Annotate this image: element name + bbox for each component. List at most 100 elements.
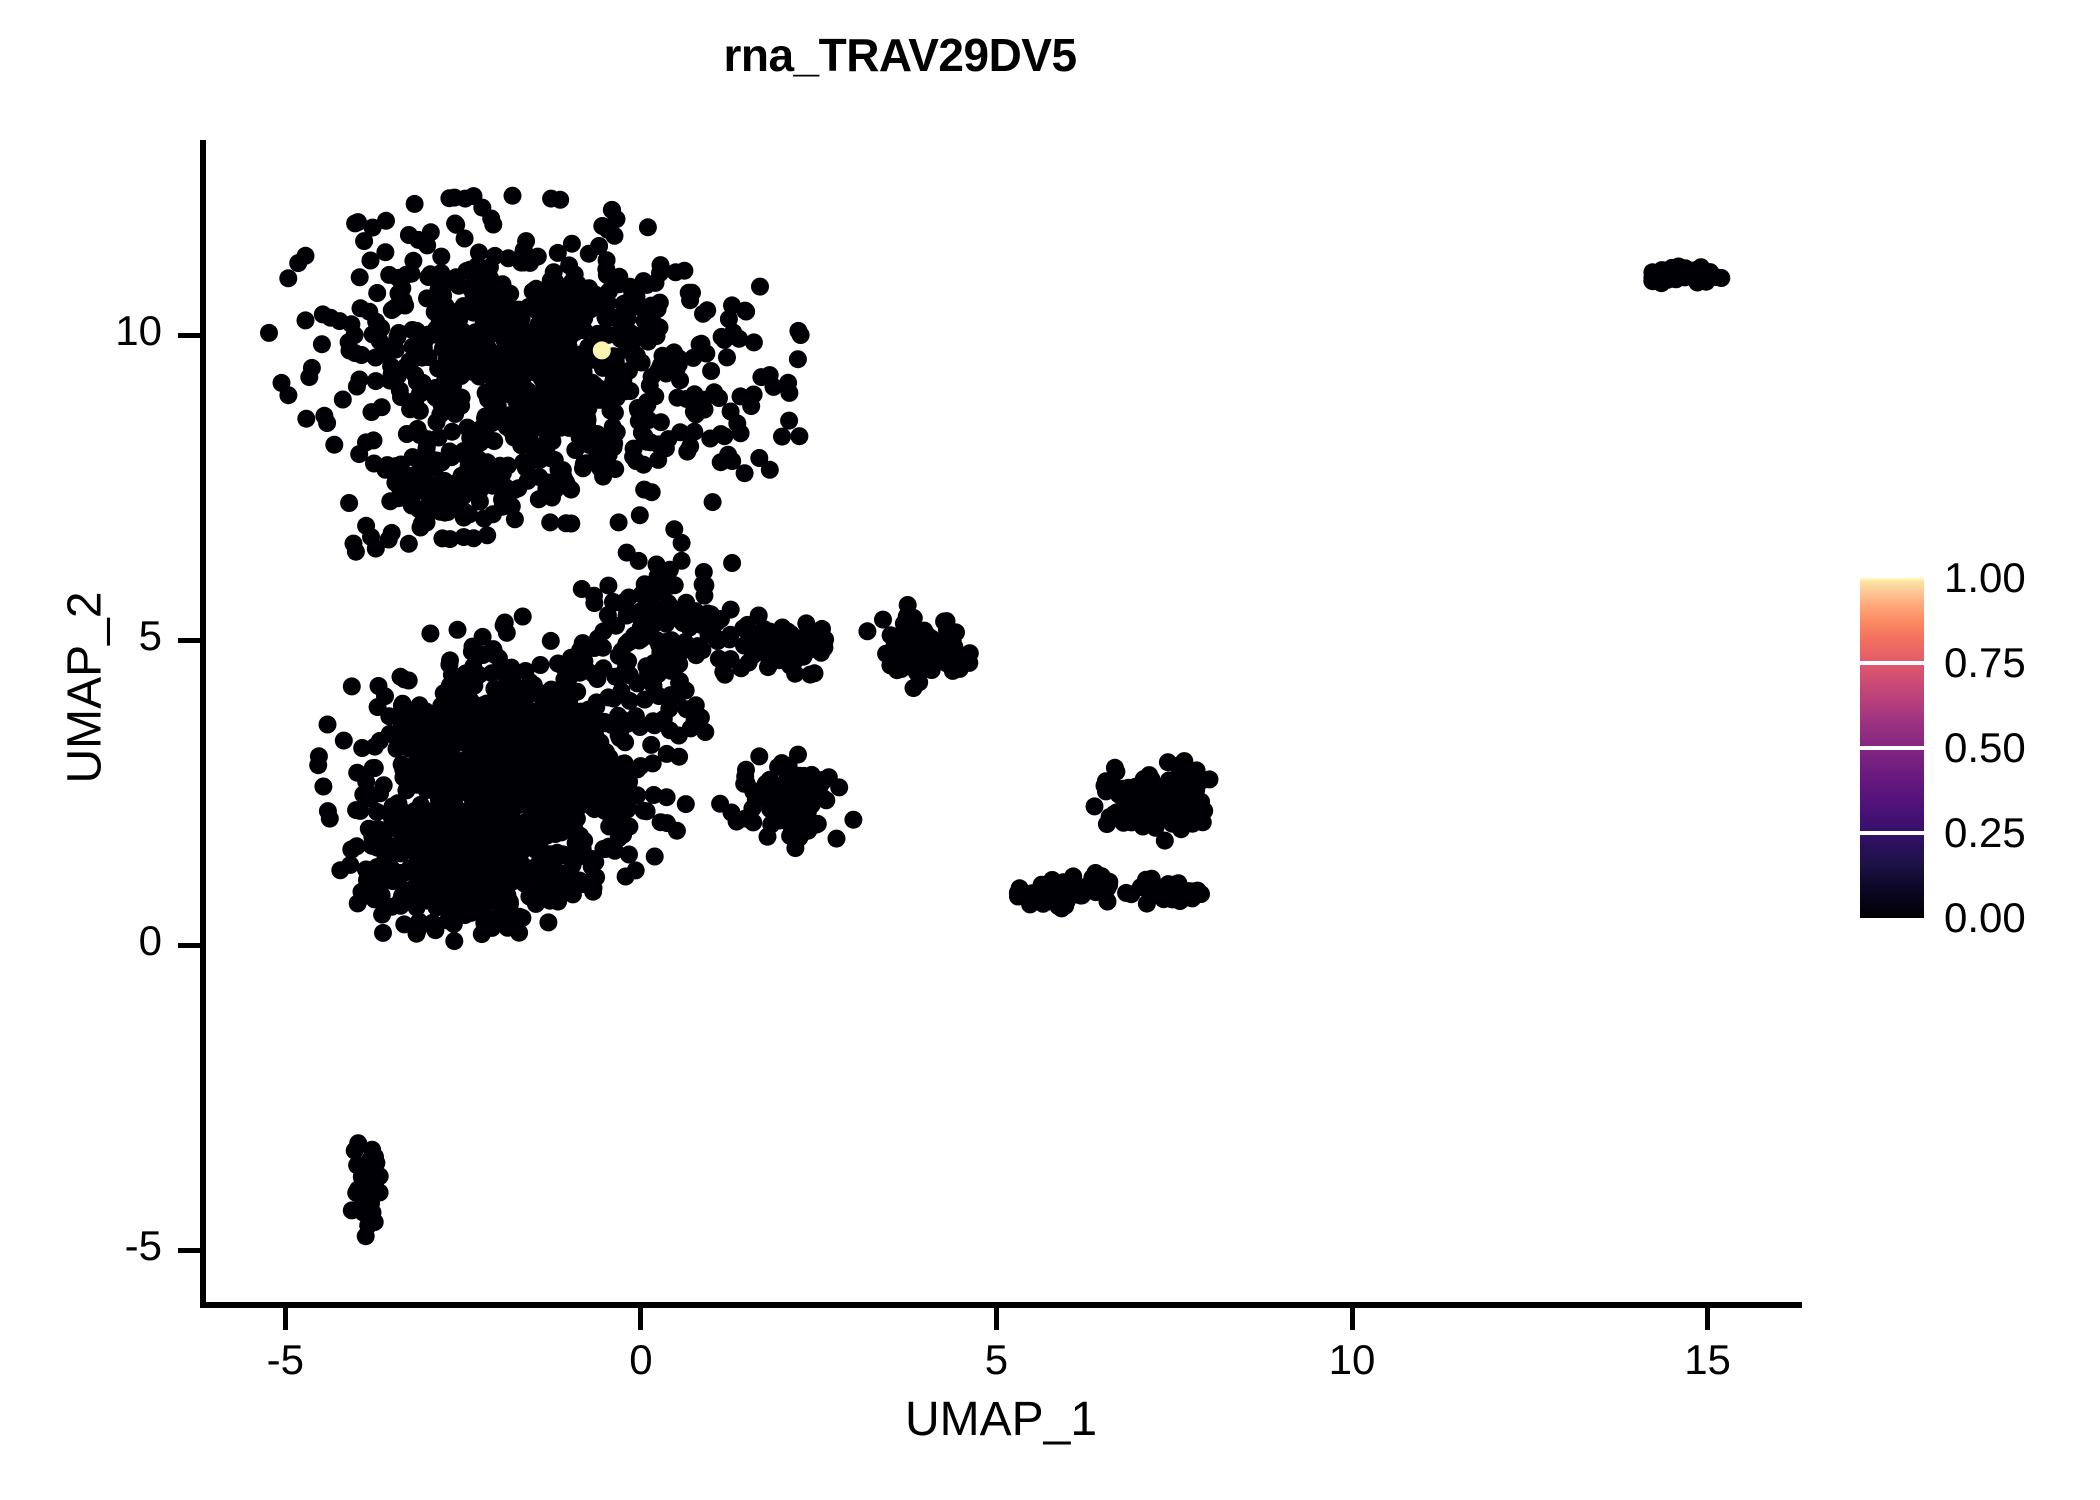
scatter-point <box>1162 795 1181 814</box>
scatter-point <box>350 268 369 287</box>
colorbar-tick-label: 1.00 <box>1944 554 2026 601</box>
scatter-point <box>279 269 298 288</box>
y-tick-label: 5 <box>138 612 162 660</box>
scatter-point <box>874 610 892 629</box>
scatter-point <box>907 663 926 682</box>
scatter-point <box>344 534 363 553</box>
scatter-point <box>342 315 361 334</box>
scatter-point <box>538 485 556 504</box>
scatter-point <box>605 434 624 453</box>
scatter-point <box>598 790 617 809</box>
x-tick-label: -5 <box>266 1336 305 1383</box>
scatter-point <box>470 728 489 747</box>
scatter-point <box>629 551 648 570</box>
scatter-point <box>455 229 474 248</box>
scatter-point <box>562 234 581 253</box>
scatter-point <box>562 394 581 413</box>
scatter-point <box>635 575 654 594</box>
scatter-point <box>464 852 483 871</box>
scatter-point <box>779 373 798 392</box>
scatter-point <box>611 722 630 740</box>
scatter-point <box>410 740 429 758</box>
scatter-point <box>438 343 457 362</box>
scatter-point <box>477 766 495 785</box>
scatter-point <box>442 830 461 848</box>
x-tick-mark <box>282 1308 288 1330</box>
scatter-point <box>594 659 613 678</box>
scatter-point <box>630 506 649 525</box>
scatter-point <box>1097 815 1116 834</box>
scatter-point <box>602 815 621 834</box>
y-tick-label: -5 <box>124 1222 162 1270</box>
scatter-point <box>743 646 762 665</box>
scatter-point <box>601 401 620 420</box>
scatter-point <box>357 772 376 791</box>
scatter-point <box>621 324 640 343</box>
scatter-point <box>389 284 408 303</box>
scatter-point <box>579 700 598 719</box>
x-tick-label: 5 <box>984 1336 1009 1383</box>
x-axis-line <box>200 1302 1802 1308</box>
scatter-point <box>505 510 524 529</box>
scatter-point <box>434 390 453 409</box>
scatter-point <box>752 368 771 387</box>
scatter-point <box>353 887 372 906</box>
scatter-point <box>392 844 411 863</box>
scatter-point <box>353 739 372 757</box>
scatter-point <box>475 913 494 932</box>
scatter-point <box>723 554 742 572</box>
scatter-point <box>368 803 387 821</box>
scatter-point <box>635 690 654 709</box>
scatter-point <box>443 795 462 814</box>
scatter-point <box>675 261 694 280</box>
scatter-point <box>489 649 508 668</box>
scatter-point <box>568 279 587 298</box>
scatter-point <box>334 731 353 750</box>
scatter-point <box>649 361 668 380</box>
scatter-point <box>541 631 560 650</box>
scatter-point <box>378 456 397 475</box>
x-tick-mark <box>1705 1308 1711 1330</box>
scatter-point <box>393 694 412 713</box>
scatter-point <box>560 256 579 275</box>
scatter-point <box>564 847 583 866</box>
scatter-point <box>1113 803 1132 821</box>
scatter-point <box>1137 894 1156 913</box>
scatter-point <box>659 594 678 613</box>
scatter-point <box>584 715 603 734</box>
scatter-point <box>474 313 493 332</box>
scatter-point <box>321 308 340 327</box>
scatter-point <box>506 480 524 499</box>
scatter-point <box>432 247 451 266</box>
scatter-point <box>520 793 539 812</box>
scatter-point <box>641 433 660 452</box>
scatter-point <box>638 218 657 237</box>
scatter-point <box>579 760 598 779</box>
scatter-point <box>489 306 508 325</box>
scatter-point <box>418 780 437 799</box>
scatter-point <box>455 683 474 702</box>
x-tick-mark <box>1349 1308 1355 1330</box>
scatter-point <box>361 251 380 270</box>
scatter-point <box>536 815 555 834</box>
scatter-point <box>454 487 473 506</box>
scatter-point <box>588 324 607 343</box>
scatter-point <box>499 249 518 268</box>
scatter-point <box>397 827 416 846</box>
scatter-point <box>362 403 381 422</box>
scatter-point <box>390 477 409 496</box>
scatter-point <box>347 377 366 396</box>
scatter-point <box>476 409 494 428</box>
scatter-point <box>390 381 409 400</box>
scatter-point <box>396 760 415 779</box>
scatter-point <box>585 639 604 657</box>
scatter-point <box>642 313 661 332</box>
scatter-point <box>504 406 523 425</box>
scatter-point <box>377 211 395 230</box>
scatter-point <box>465 817 484 836</box>
scatter-point <box>314 777 333 796</box>
scatter-point <box>782 632 801 651</box>
scatter-point <box>732 659 751 678</box>
scatter-point <box>363 786 382 805</box>
